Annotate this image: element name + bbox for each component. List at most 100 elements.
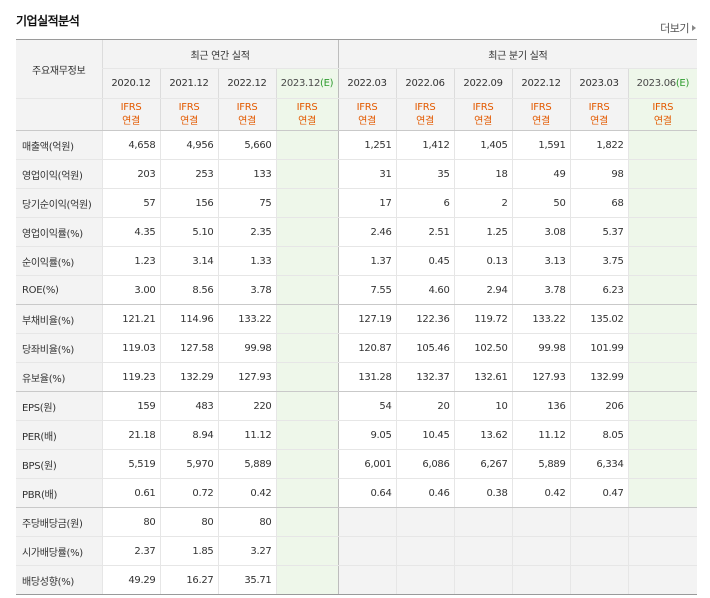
annual-period-header: 2021.12 — [159, 68, 218, 99]
value-cell: 114.96 — [159, 304, 218, 334]
value-cell: 5,519 — [101, 449, 160, 479]
value-cell — [627, 304, 698, 334]
basis-header: IFRS 연결 — [217, 98, 276, 131]
table-row: 유보율(%) 119.23 132.29 127.93 131.28 132.37 132.… — [16, 362, 698, 392]
basis-standard: IFRS — [178, 101, 200, 113]
value-cell: 1,822 — [569, 130, 629, 160]
basis-header: IFRS 연결 — [159, 98, 218, 131]
value-cell — [395, 507, 455, 537]
table-row: 당좌비율(%) 119.03 127.58 99.98 120.87 105.46 102.… — [16, 333, 698, 363]
value-cell: 122.36 — [395, 304, 455, 334]
value-cell — [275, 275, 339, 305]
value-cell: 0.13 — [453, 246, 513, 276]
value-cell: 13.62 — [453, 420, 513, 450]
row-label: 주당배당금(원) — [16, 507, 102, 537]
basis-standard: IFRS — [296, 101, 318, 113]
period-label: 2022.03 — [347, 78, 387, 89]
value-cell: 20 — [395, 391, 455, 421]
value-cell: 1.85 — [159, 536, 218, 566]
value-cell: 120.87 — [337, 333, 397, 363]
value-cell: 3.78 — [217, 275, 276, 305]
value-cell: 10.45 — [395, 420, 455, 450]
value-cell — [275, 478, 339, 508]
value-cell — [275, 420, 339, 450]
value-cell: 57 — [101, 188, 160, 218]
basis-label-cell — [16, 98, 102, 131]
value-cell: 8.56 — [159, 275, 218, 305]
row-label: BPS(원) — [16, 449, 102, 479]
value-cell: 0.42 — [511, 478, 571, 508]
value-cell — [511, 507, 571, 537]
value-cell — [627, 275, 698, 305]
period-label: 2023.06 — [636, 78, 677, 89]
value-cell — [275, 159, 339, 189]
basis-header: IFRS 연결 — [569, 98, 629, 131]
value-cell — [569, 565, 629, 595]
period-label: 2022.12 — [227, 78, 267, 89]
period-label: 2022.12 — [521, 78, 561, 89]
value-cell: 2.37 — [101, 536, 160, 566]
value-cell — [627, 159, 698, 189]
value-cell: 101.99 — [569, 333, 629, 363]
basis-standard: IFRS — [356, 101, 378, 113]
value-cell: 3.75 — [569, 246, 629, 276]
value-cell: 35.71 — [217, 565, 276, 595]
value-cell: 80 — [101, 507, 160, 537]
value-cell: 0.38 — [453, 478, 513, 508]
table-row: 주당배당금(원) 80 80 80 — [16, 507, 698, 537]
row-label: 당기순이익(억원) — [16, 188, 102, 218]
row-label: 순이익률(%) — [16, 246, 102, 276]
value-cell — [627, 420, 698, 450]
value-cell: 1.37 — [337, 246, 397, 276]
basis-scope: 연결 — [180, 115, 198, 127]
value-cell — [627, 449, 698, 479]
annual-period-header: 2020.12 — [101, 68, 160, 99]
value-cell: 35 — [395, 159, 455, 189]
value-cell: 68 — [569, 188, 629, 218]
value-cell: 3.14 — [159, 246, 218, 276]
value-cell — [627, 217, 698, 247]
row-label: 영업이익률(%) — [16, 217, 102, 247]
value-cell — [275, 536, 339, 566]
section-title: 기업실적분석 — [16, 14, 80, 28]
value-cell — [275, 217, 339, 247]
value-cell: 133 — [217, 159, 276, 189]
value-cell: 5,889 — [217, 449, 276, 479]
basis-scope: 연결 — [474, 115, 492, 127]
value-cell: 6,267 — [453, 449, 513, 479]
more-link[interactable]: 더보기 — [660, 20, 696, 36]
value-cell: 11.12 — [511, 420, 571, 450]
row-label: 부채비율(%) — [16, 304, 102, 334]
value-cell: 136 — [511, 391, 571, 421]
value-cell: 11.12 — [217, 420, 276, 450]
value-cell: 119.72 — [453, 304, 513, 334]
value-cell — [395, 536, 455, 566]
value-cell — [511, 536, 571, 566]
value-cell — [275, 362, 339, 392]
value-cell — [275, 333, 339, 363]
basis-standard: IFRS — [120, 101, 142, 113]
row-label: PER(배) — [16, 420, 102, 450]
value-cell — [627, 246, 698, 276]
value-cell — [627, 188, 698, 218]
value-cell: 8.05 — [569, 420, 629, 450]
value-cell — [453, 536, 513, 566]
value-cell: 5,660 — [217, 130, 276, 160]
value-cell: 105.46 — [395, 333, 455, 363]
value-cell: 2.35 — [217, 217, 276, 247]
value-cell: 220 — [217, 391, 276, 421]
value-cell: 119.03 — [101, 333, 160, 363]
row-label: 당좌비율(%) — [16, 333, 102, 363]
value-cell — [627, 130, 698, 160]
value-cell: 3.13 — [511, 246, 571, 276]
row-label-header: 주요재무정보 — [16, 39, 102, 99]
row-label: PBR(배) — [16, 478, 102, 508]
value-cell: 0.46 — [395, 478, 455, 508]
value-cell: 135.02 — [569, 304, 629, 334]
annual-period-header: 2023.12(E) — [275, 68, 339, 99]
value-cell: 80 — [159, 507, 218, 537]
value-cell: 16.27 — [159, 565, 218, 595]
value-cell: 2.94 — [453, 275, 513, 305]
value-cell — [627, 478, 698, 508]
value-cell: 8.94 — [159, 420, 218, 450]
